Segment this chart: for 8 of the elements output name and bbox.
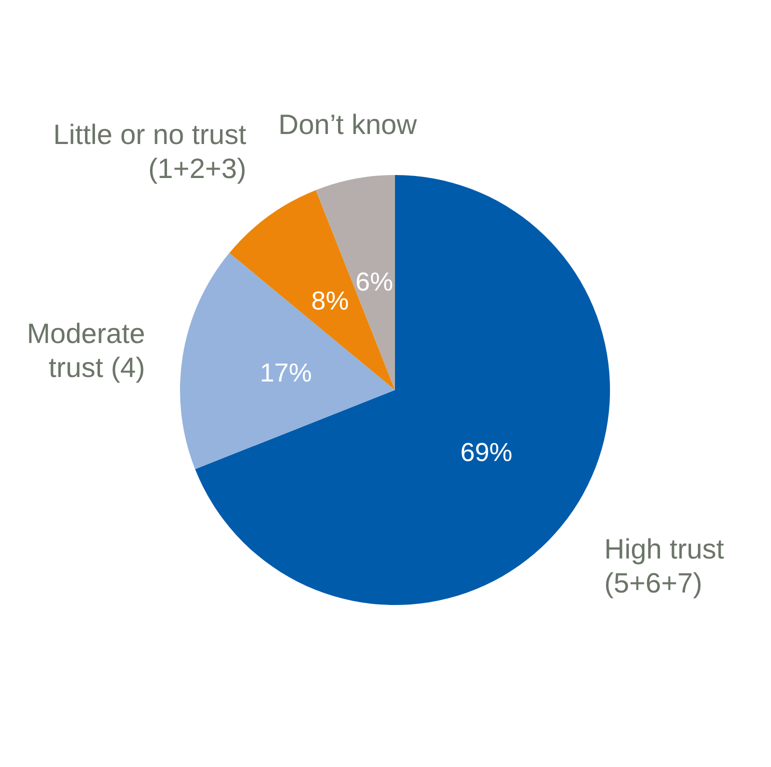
data-label: 17%	[260, 358, 312, 388]
slice-label: High trust (5+6+7)	[604, 534, 724, 599]
data-label: 6%	[356, 266, 394, 296]
slice-label: Little or no trust (1+2+3)	[53, 118, 247, 184]
slice-label: Don’t know	[278, 108, 418, 140]
data-label: 69%	[460, 437, 512, 468]
slice-label: Moderate trust (4)	[26, 318, 146, 383]
data-label: 8%	[311, 286, 349, 316]
